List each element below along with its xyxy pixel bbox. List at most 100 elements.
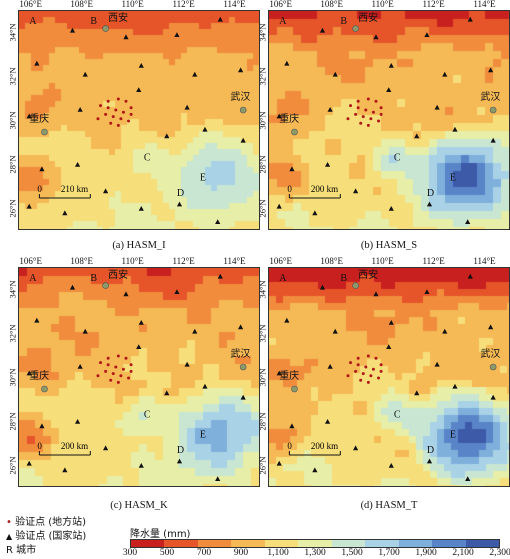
- caption-d: (d) HASM_T: [360, 500, 418, 511]
- national-station: [490, 394, 496, 400]
- colorbar-swatch: [264, 540, 299, 547]
- local-station: [116, 354, 120, 358]
- national-station: [465, 476, 471, 481]
- national-station: [240, 137, 246, 143]
- x-tick-label: 112°E: [172, 0, 195, 9]
- national-station: [324, 419, 331, 424]
- region-label-e: E: [200, 172, 206, 183]
- local-station: [377, 119, 381, 123]
- local-station: [371, 110, 375, 114]
- colorbar-tick-label: 900: [233, 548, 249, 558]
- national-station: [74, 162, 81, 167]
- scale-distance-label: 200 km: [61, 441, 88, 451]
- scale-distance-label: 200 km: [311, 441, 338, 451]
- caption-a: (a) HASM_I: [112, 240, 166, 251]
- legend-city-label: 城市: [16, 545, 37, 556]
- local-station: [109, 378, 113, 382]
- local-station: [104, 112, 108, 116]
- x-tick-label: 112°E: [422, 0, 445, 9]
- local-station: [119, 374, 123, 378]
- y-tick-label: 32°N: [7, 67, 18, 86]
- local-station: [96, 117, 100, 121]
- y-tick-label: 26°N: [257, 456, 268, 475]
- city-marker-xian: [352, 282, 359, 289]
- national-station: [77, 107, 83, 112]
- colorbar-swatch: [398, 540, 433, 547]
- region-label-e: E: [450, 429, 456, 440]
- national-station-triangle-icon: ▲: [6, 532, 13, 541]
- colorbar-swatch: [465, 540, 499, 547]
- national-station: [388, 463, 394, 468]
- local-station: [129, 106, 133, 110]
- local-station: [354, 369, 358, 373]
- national-station: [103, 445, 109, 451]
- x-tick-label: 106°E: [19, 256, 43, 266]
- colorbar-swatch: [231, 540, 265, 547]
- local-station: [129, 112, 133, 116]
- national-station: [276, 370, 282, 376]
- y-tick-label: 32°N: [257, 67, 268, 86]
- local-station: [377, 376, 381, 380]
- national-station: [34, 317, 40, 323]
- region-label-d: D: [427, 445, 434, 456]
- national-station: [284, 60, 290, 66]
- map-panel-d: 西安 重庆 武汉 A B C D E 0 200 km: [268, 267, 510, 487]
- map-frame: 西安 重庆 武汉 A B C D E 0 210 km: [18, 10, 260, 230]
- local-station: [127, 376, 131, 380]
- national-station: [238, 67, 244, 73]
- city-marker: R: [6, 545, 13, 556]
- national-station: [136, 87, 142, 92]
- y-tick-label: 26°N: [257, 199, 268, 218]
- x-tick-label: 106°E: [19, 0, 43, 9]
- national-station: [353, 188, 359, 194]
- national-station: [138, 63, 144, 68]
- local-station: [356, 356, 360, 360]
- colorbar-tick-label: 700: [196, 548, 212, 558]
- y-tick-label: 32°N: [7, 324, 18, 343]
- precip-raster: [269, 268, 509, 486]
- national-station: [138, 320, 144, 325]
- national-station: [26, 370, 32, 376]
- y-tick-label: 32°N: [257, 324, 268, 343]
- local-station: [119, 117, 123, 121]
- colorbar-tick-label: 2,300: [489, 548, 510, 558]
- local-station: [109, 121, 113, 125]
- city-label-xian: 西安: [358, 11, 378, 24]
- legend-national-station-label: 验证点 (国家站): [15, 531, 87, 542]
- colorbar-tick-label: 1,500: [341, 548, 363, 558]
- city-label-chongqing: 重庆: [29, 369, 49, 382]
- caption-c: (c) HASM_K: [110, 500, 168, 511]
- region-label-d: D: [427, 188, 434, 199]
- colorbar-swatch: [197, 540, 232, 547]
- national-station: [373, 291, 379, 297]
- national-station: [138, 206, 144, 211]
- national-station: [414, 390, 420, 396]
- colorbar-swatch: [131, 540, 165, 547]
- local-station: [106, 363, 110, 367]
- x-tick-label: 110°E: [371, 256, 394, 266]
- national-station: [452, 383, 458, 389]
- local-station: [366, 97, 370, 101]
- legend-local-station: • 验证点 (地方站): [6, 513, 86, 528]
- national-station: [332, 71, 338, 77]
- national-station: [82, 71, 88, 77]
- local-station: [346, 117, 350, 121]
- y-tick-label: 28°N: [257, 412, 268, 431]
- precip-raster: [19, 11, 259, 229]
- local-station: [99, 361, 103, 365]
- national-station: [217, 16, 223, 22]
- scale-distance-label: 200 km: [311, 184, 338, 194]
- local-station: [379, 112, 383, 116]
- local-station: [366, 123, 370, 127]
- local-station: [359, 378, 363, 382]
- y-tick-label: 34°N: [257, 23, 268, 42]
- city-label-wuhan: 武汉: [480, 90, 500, 103]
- national-station: [289, 166, 295, 172]
- colorbar-title: 降水量 (mm): [130, 529, 191, 540]
- national-station: [465, 219, 471, 224]
- national-station: [490, 137, 496, 143]
- local-station: [114, 365, 118, 369]
- national-station: [74, 419, 81, 424]
- y-tick-label: 28°N: [7, 155, 18, 174]
